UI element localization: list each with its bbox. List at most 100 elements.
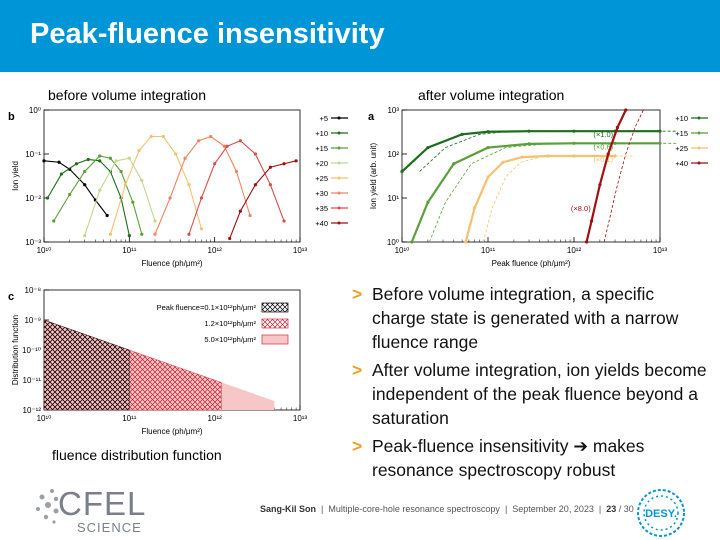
- data-point: [624, 108, 628, 112]
- legend-label: Peak fluence=0.1×10¹²ph/μm²: [157, 303, 257, 312]
- desy-logo: DESY.: [637, 489, 685, 537]
- series-line: [43, 160, 108, 216]
- data-point: [74, 162, 79, 166]
- bullet-marker: >: [352, 284, 363, 304]
- footer-page: 23: [606, 504, 617, 514]
- bullet-item: > After volume integration, ion yields b…: [352, 358, 712, 430]
- y-tick-label: 10⁰: [387, 238, 399, 247]
- footer-total: 30: [623, 504, 634, 514]
- legend-marker: [697, 116, 701, 120]
- data-point: [572, 154, 576, 158]
- data-point: [613, 154, 617, 158]
- x-tick-label: 10¹³: [293, 246, 308, 255]
- data-point: [268, 165, 273, 169]
- series-dashed-line: [603, 109, 644, 243]
- y-tick-label: 10¹: [387, 194, 399, 203]
- data-point: [83, 183, 87, 187]
- series-dashed-line: [428, 142, 678, 243]
- x-tick-label: 10¹¹: [481, 246, 496, 255]
- footer-author: Sang-Kil Son: [260, 504, 316, 514]
- y-tick-label: 10⁻³: [25, 238, 41, 247]
- series-line: [53, 155, 143, 235]
- data-point: [572, 129, 576, 133]
- legend-label: +15: [315, 144, 328, 153]
- plot-frame: [43, 109, 301, 243]
- series-line: [410, 142, 660, 243]
- x-axis-label: Fluence (ph/μm²): [141, 427, 202, 436]
- y-axis-label: Distribution function: [11, 315, 20, 385]
- scale-label: (×8.0): [571, 204, 591, 213]
- slide-title: Peak-fluence insensitivity: [30, 18, 385, 50]
- x-tick-label: 10¹³: [653, 246, 668, 255]
- series-line: [47, 158, 130, 236]
- data-point: [108, 156, 113, 160]
- data-point: [209, 134, 213, 139]
- data-point: [572, 141, 576, 145]
- legend-label: +15: [675, 129, 688, 138]
- data-point: [127, 156, 131, 160]
- panel-label: a: [368, 111, 375, 123]
- data-point: [174, 152, 178, 156]
- scale-label: (×0.1): [593, 155, 613, 164]
- data-point: [238, 139, 242, 143]
- series-dashed-line: [482, 155, 633, 243]
- data-point: [59, 172, 64, 176]
- y-tick-label: 10⁻⁹: [24, 316, 41, 325]
- data-point: [282, 162, 286, 166]
- legend-marker: [697, 161, 701, 165]
- legend-marker: [337, 206, 341, 210]
- data-point: [238, 209, 242, 213]
- y-tick-label: 10⁻⁸: [25, 286, 42, 295]
- legend-swatch: [261, 334, 289, 345]
- data-point: [426, 200, 430, 204]
- y-tick-label: 10²: [387, 150, 399, 159]
- bullet-item: > Peak-fluence insensitivity ➔ makes res…: [352, 434, 712, 482]
- x-tick-label: 10¹⁰: [395, 246, 410, 255]
- data-point: [168, 196, 172, 200]
- y-axis-label: Ion yield (arb. unit): [369, 143, 378, 210]
- caption-after: after volume integration: [418, 87, 565, 103]
- legend-label: +20: [315, 159, 328, 168]
- x-tick-label: 10¹⁰: [37, 414, 52, 423]
- data-point: [45, 196, 50, 200]
- y-tick-label: 10⁰: [29, 106, 41, 115]
- data-point: [127, 233, 131, 238]
- data-point: [131, 200, 135, 204]
- data-point: [282, 219, 286, 223]
- cfel-dots-icon: [36, 489, 59, 524]
- data-point: [119, 169, 123, 174]
- data-point: [222, 144, 226, 148]
- data-point: [527, 142, 531, 146]
- data-point: [140, 178, 144, 183]
- data-point: [473, 206, 477, 210]
- cfel-logo: CFEL SCIENCE: [30, 485, 145, 537]
- y-tick-label: 10³: [387, 106, 399, 115]
- caption-distribution: fluence distribution function: [52, 447, 222, 463]
- data-point: [460, 132, 464, 136]
- cfel-logo-subtext: SCIENCE: [77, 520, 142, 535]
- data-point: [123, 183, 128, 187]
- legend-label: +5: [319, 114, 328, 123]
- data-point: [527, 129, 531, 133]
- series-line: [109, 135, 202, 235]
- data-point: [520, 155, 524, 159]
- legend-marker: [337, 191, 341, 195]
- data-point: [199, 227, 204, 231]
- data-point: [98, 154, 102, 158]
- data-point: [52, 219, 56, 223]
- series-line: [585, 109, 627, 243]
- data-point: [83, 169, 87, 174]
- data-point: [199, 196, 204, 200]
- data-point: [213, 162, 217, 166]
- bullet-item: > Before volume integration, a specific …: [352, 282, 712, 354]
- y-tick-label: 10⁻¹⁰: [22, 346, 41, 355]
- data-point: [197, 139, 201, 143]
- panel-label: c: [8, 291, 14, 303]
- x-tick-label: 10¹²: [208, 414, 223, 423]
- slide-header: Peak-fluence insensitivity: [0, 0, 720, 72]
- legend-marker: [337, 161, 341, 165]
- legend-label: 5.0×10¹²ph/μm²: [204, 335, 256, 344]
- distribution-area: [43, 319, 130, 411]
- legend-marker: [697, 131, 701, 135]
- bullet-marker: >: [352, 436, 363, 456]
